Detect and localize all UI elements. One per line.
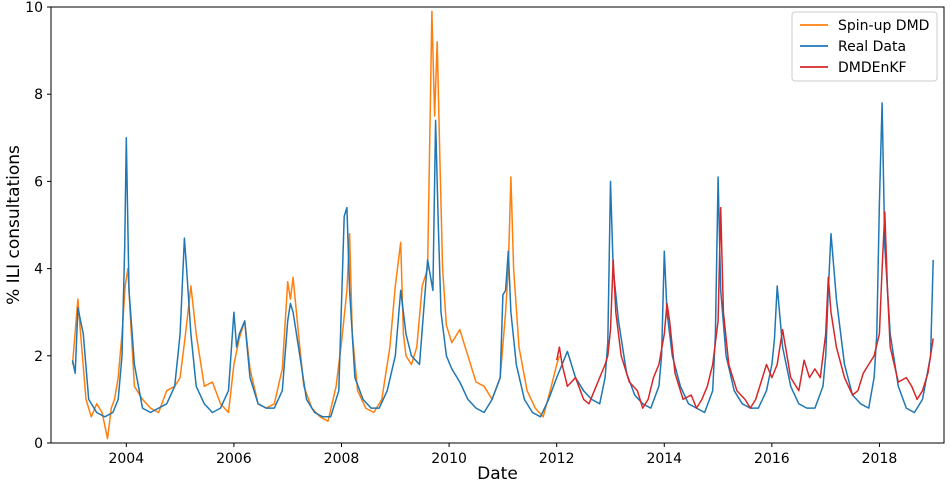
x-tick-label: 2014 xyxy=(646,451,682,467)
x-tick-label: 2016 xyxy=(754,451,790,467)
series-line-1 xyxy=(71,102,934,418)
x-tick-label: 2012 xyxy=(539,451,575,467)
x-tick-label: 2008 xyxy=(324,451,360,467)
y-tick-label: 4 xyxy=(34,262,43,278)
x-tick-label: 2018 xyxy=(862,451,898,467)
x-axis: 2004 2006 2008 2010 2012 2014 2016 2018 xyxy=(108,443,897,467)
series-line-2 xyxy=(555,206,934,409)
y-axis-title: % ILI consultations xyxy=(4,145,24,305)
legend-label-0: Spin-up DMD xyxy=(838,18,929,34)
y-tick-label: 2 xyxy=(34,349,43,365)
plot-frame xyxy=(50,6,945,444)
series-line-0 xyxy=(71,10,561,440)
legend-label-1: Real Data xyxy=(838,39,906,55)
legend: Spin-up DMD Real Data DMDEnKF xyxy=(791,11,938,82)
legend-label-2: DMDEnKF xyxy=(838,60,907,76)
series-layer xyxy=(71,10,934,440)
x-axis-title: Date xyxy=(477,464,518,484)
y-tick-label: 6 xyxy=(34,174,43,190)
y-axis: 0 2 4 6 8 10 xyxy=(25,0,51,452)
y-tick-label: 0 xyxy=(34,436,43,452)
legend-box xyxy=(791,11,938,82)
y-tick-label: 10 xyxy=(25,0,43,16)
x-tick-label: 2006 xyxy=(216,451,252,467)
y-tick-label: 8 xyxy=(34,87,43,103)
x-tick-label: 2010 xyxy=(431,451,467,467)
x-tick-label: 2004 xyxy=(108,451,144,467)
